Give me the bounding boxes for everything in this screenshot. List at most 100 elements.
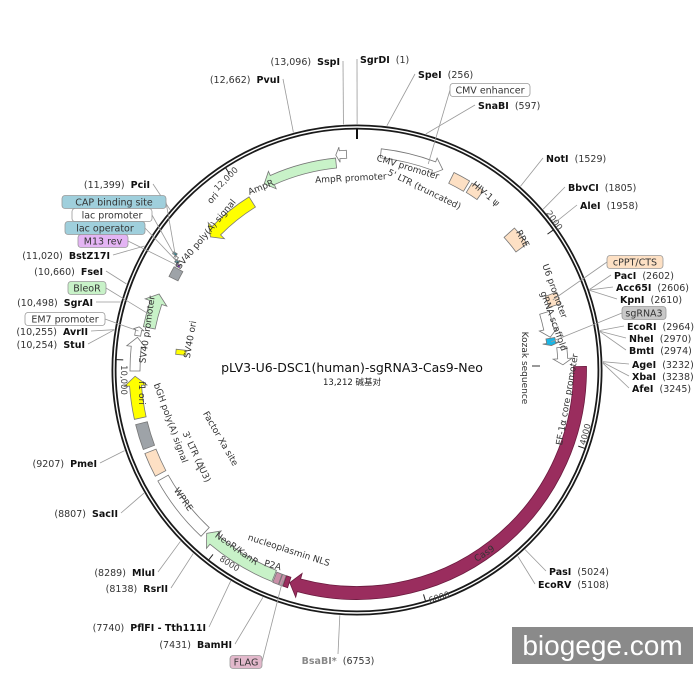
feature-cmv-promoter[interactable] [379, 148, 444, 175]
enzyme-position: (7431) [159, 640, 191, 651]
feature-tag-cmv-enhancer[interactable]: CMV enhancer [455, 86, 524, 97]
enzyme-leader-line [599, 325, 625, 331]
feature-tag-box [449, 83, 531, 97]
enzyme-site-pmei[interactable]: (9207) PmeI [33, 459, 97, 470]
feature-tag-cap-binding-site[interactable]: CAP binding site [75, 198, 153, 209]
enzyme-site-mlui[interactable]: (8289) MluI [94, 568, 155, 579]
enzyme-site-bstz17i[interactable]: (11,020) BstZ17I [22, 251, 110, 262]
feature-leader-line [165, 201, 176, 254]
feature-ef-1-core-promoter[interactable] [551, 346, 574, 366]
enzyme-site-agei[interactable]: AgeI (3232) [632, 360, 694, 371]
feature-u6-promoter[interactable] [538, 310, 559, 338]
enzyme-leader-line [520, 157, 544, 187]
feature-leader-line [104, 318, 139, 332]
backbone-ring-inner [113, 126, 601, 614]
enzyme-site-nhei[interactable]: NheI (2970) [629, 334, 691, 345]
enzyme-site-avrii[interactable]: (10,255) AvrII [16, 327, 88, 338]
feature-hiv-1[interactable] [465, 182, 484, 201]
enzyme-name: PasI [549, 567, 571, 578]
enzyme-name: EcoRV [538, 580, 572, 591]
feature-rre[interactable] [503, 227, 528, 253]
feature-sv40-promoter[interactable] [125, 336, 147, 372]
feature-ampr[interactable] [263, 157, 338, 190]
enzyme-leader-line [589, 274, 612, 290]
enzyme-site-ecorv[interactable]: EcoRV (5108) [538, 580, 609, 591]
feature-tag-box [621, 306, 667, 320]
feature-5-ltr-truncated[interactable] [448, 171, 471, 192]
feature-3-ltr-u3[interactable] [144, 448, 167, 477]
enzyme-site-pasi[interactable]: PasI (5024) [549, 567, 609, 578]
enzyme-site-pflfi-tth111i[interactable]: (7740) PflFI - Tth111I [93, 623, 206, 634]
enzyme-name: NotI [546, 154, 569, 165]
enzyme-site-bbvci[interactable]: BbvCI (1805) [568, 183, 636, 194]
enzyme-name: BsaBI* [302, 656, 337, 667]
enzyme-name: KpnI [620, 295, 644, 306]
enzyme-site-bsabi[interactable]: BsaBI* (6753) [302, 656, 375, 667]
enzyme-site-sspi[interactable]: (13,096) SspI [270, 57, 340, 68]
enzyme-name: SspI [317, 57, 340, 68]
enzyme-leader-line [542, 186, 566, 210]
enzyme-site-acc65i[interactable]: Acc65I (2606) [616, 283, 689, 294]
enzyme-site-sgrdi[interactable]: SgrDI (1) [360, 55, 409, 66]
enzyme-site-sacii[interactable]: (8807) SacII [54, 509, 118, 520]
feature-sv40-ori[interactable] [175, 348, 187, 356]
feature-wpre[interactable] [157, 474, 210, 537]
feature-bleor[interactable] [142, 293, 168, 330]
enzyme-site-pcii[interactable]: (11,399) PciI [84, 180, 150, 191]
feature-leader-line [151, 214, 177, 259]
enzyme-position: (5024) [577, 567, 609, 578]
tick-label: 6000 [428, 590, 452, 606]
enzyme-site-bmti[interactable]: BmtI (2974) [629, 346, 692, 357]
feature-ampr-promoter[interactable] [335, 146, 348, 163]
enzyme-site-afei[interactable]: AfeI (3245) [632, 384, 691, 395]
feature-tag-lac-promoter[interactable]: lac promoter [82, 211, 143, 222]
feature-bgh-poly-a-signal[interactable] [135, 421, 156, 451]
enzyme-site-noti[interactable]: NotI (1529) [546, 154, 606, 165]
feature-tag-sgrna3[interactable]: sgRNA3 [625, 309, 662, 320]
enzyme-site-paci[interactable]: PacI (2602) [614, 271, 674, 282]
enzyme-leader-line [599, 331, 627, 351]
enzyme-site-bamhi[interactable]: (7431) BamHI [159, 640, 232, 651]
watermark: biogege.com [512, 627, 693, 664]
feature-sv40-poly-a-signal[interactable] [168, 266, 184, 282]
enzyme-site-ecori[interactable]: EcoRI (2964) [627, 322, 694, 333]
enzyme-site-xbai[interactable]: XbaI (3238) [632, 372, 694, 383]
feature-ori[interactable] [207, 196, 256, 240]
enzyme-site-snabi[interactable]: SnaBI (597) [478, 101, 540, 112]
enzyme-position: (10,254) [17, 340, 58, 351]
feature-leader-line [127, 240, 179, 267]
feature-neor-kanr[interactable] [206, 530, 277, 583]
enzyme-site-pvui[interactable]: (12,662) PvuI [210, 75, 280, 86]
enzyme-position: (2610) [651, 295, 683, 306]
enzyme-site-rsrii[interactable]: (8138) RsrII [106, 584, 168, 595]
enzyme-site-stui[interactable]: (10,254) StuI [17, 340, 85, 351]
enzyme-site-sgrai[interactable]: (10,498) SgrAI [17, 298, 93, 309]
feature-tag-m13-rev[interactable]: M13 rev [84, 237, 123, 248]
enzyme-site-fsei[interactable]: (10,660) FseI [34, 267, 103, 278]
enzyme-name: BstZ17I [69, 251, 110, 262]
enzyme-site-spei[interactable]: SpeI (256) [418, 70, 473, 81]
feature-tag-bleor[interactable]: BleoR [73, 284, 101, 295]
feature-tag-flag[interactable]: FLAG [234, 658, 259, 669]
enzyme-site-kpni[interactable]: KpnI (2610) [620, 295, 682, 306]
boxed-labels-layer: CMV enhancer cPPT/CTS sgRNA3 CAP binding si… [24, 83, 667, 669]
tick-mark [578, 445, 586, 449]
feature-nucleoplasmin-nls[interactable] [282, 575, 292, 589]
feature-p2a[interactable] [272, 571, 283, 586]
enzyme-position: (2964) [663, 322, 695, 333]
feature-leader-line [105, 287, 153, 317]
feature-em7-promoter[interactable] [132, 326, 145, 337]
enzyme-name: FseI [81, 267, 103, 278]
feature-tag-cppt-cts[interactable]: cPPT/CTS [613, 258, 657, 269]
feature-tag-lac-operator[interactable]: lac operator [76, 224, 134, 235]
enzyme-position: (2606) [657, 283, 689, 294]
feature-cas9[interactable] [289, 365, 587, 600]
tick-label: 10,000 [118, 365, 128, 395]
enzyme-site-alei[interactable]: AleI (1958) [580, 201, 638, 212]
enzyme-position: (7740) [93, 623, 125, 634]
feature-label-ampr: AmpR [247, 178, 276, 197]
tick-mark [423, 594, 426, 602]
feature-tag-em7-promoter[interactable]: EM7 promoter [31, 315, 98, 326]
enzyme-name: StuI [63, 340, 85, 351]
feature-f1-ori[interactable] [123, 375, 149, 420]
